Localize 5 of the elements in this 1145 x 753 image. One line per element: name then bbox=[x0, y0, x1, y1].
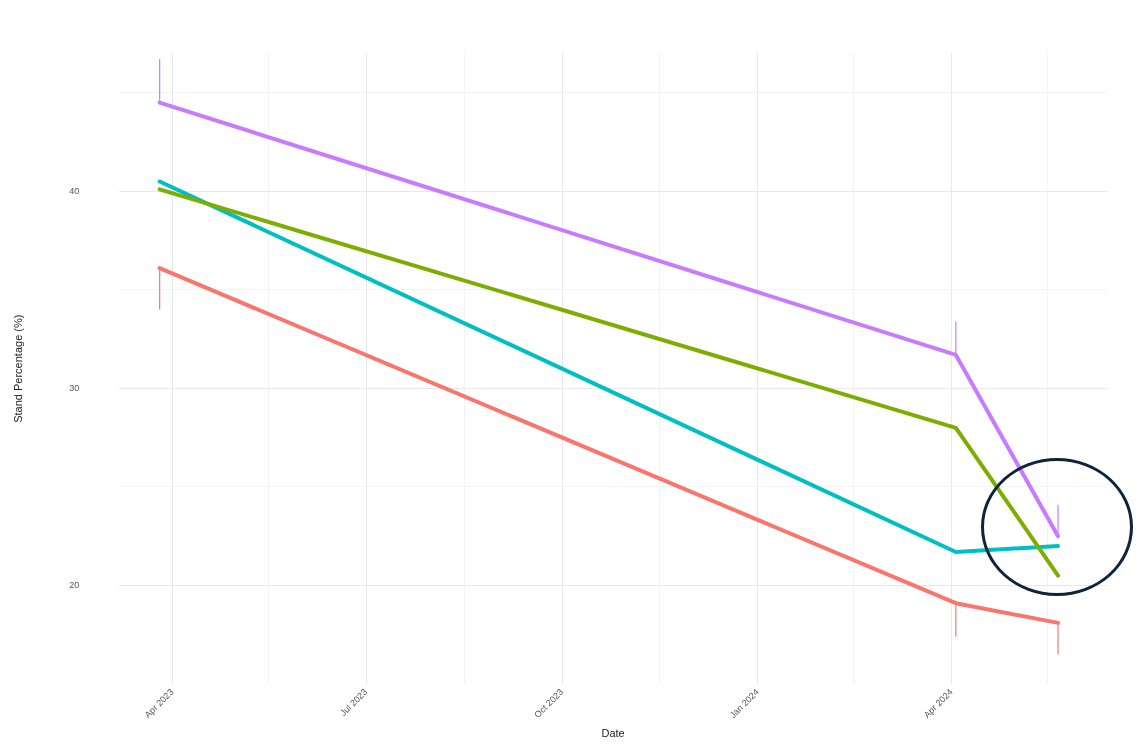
y-tick-label: 30 bbox=[69, 382, 80, 393]
x-axis-title: Date bbox=[601, 727, 625, 740]
y-tick-label: 40 bbox=[69, 185, 80, 196]
y-tick-label: 20 bbox=[69, 579, 80, 590]
y-axis-title: Stand Percentage (%) bbox=[11, 314, 24, 423]
